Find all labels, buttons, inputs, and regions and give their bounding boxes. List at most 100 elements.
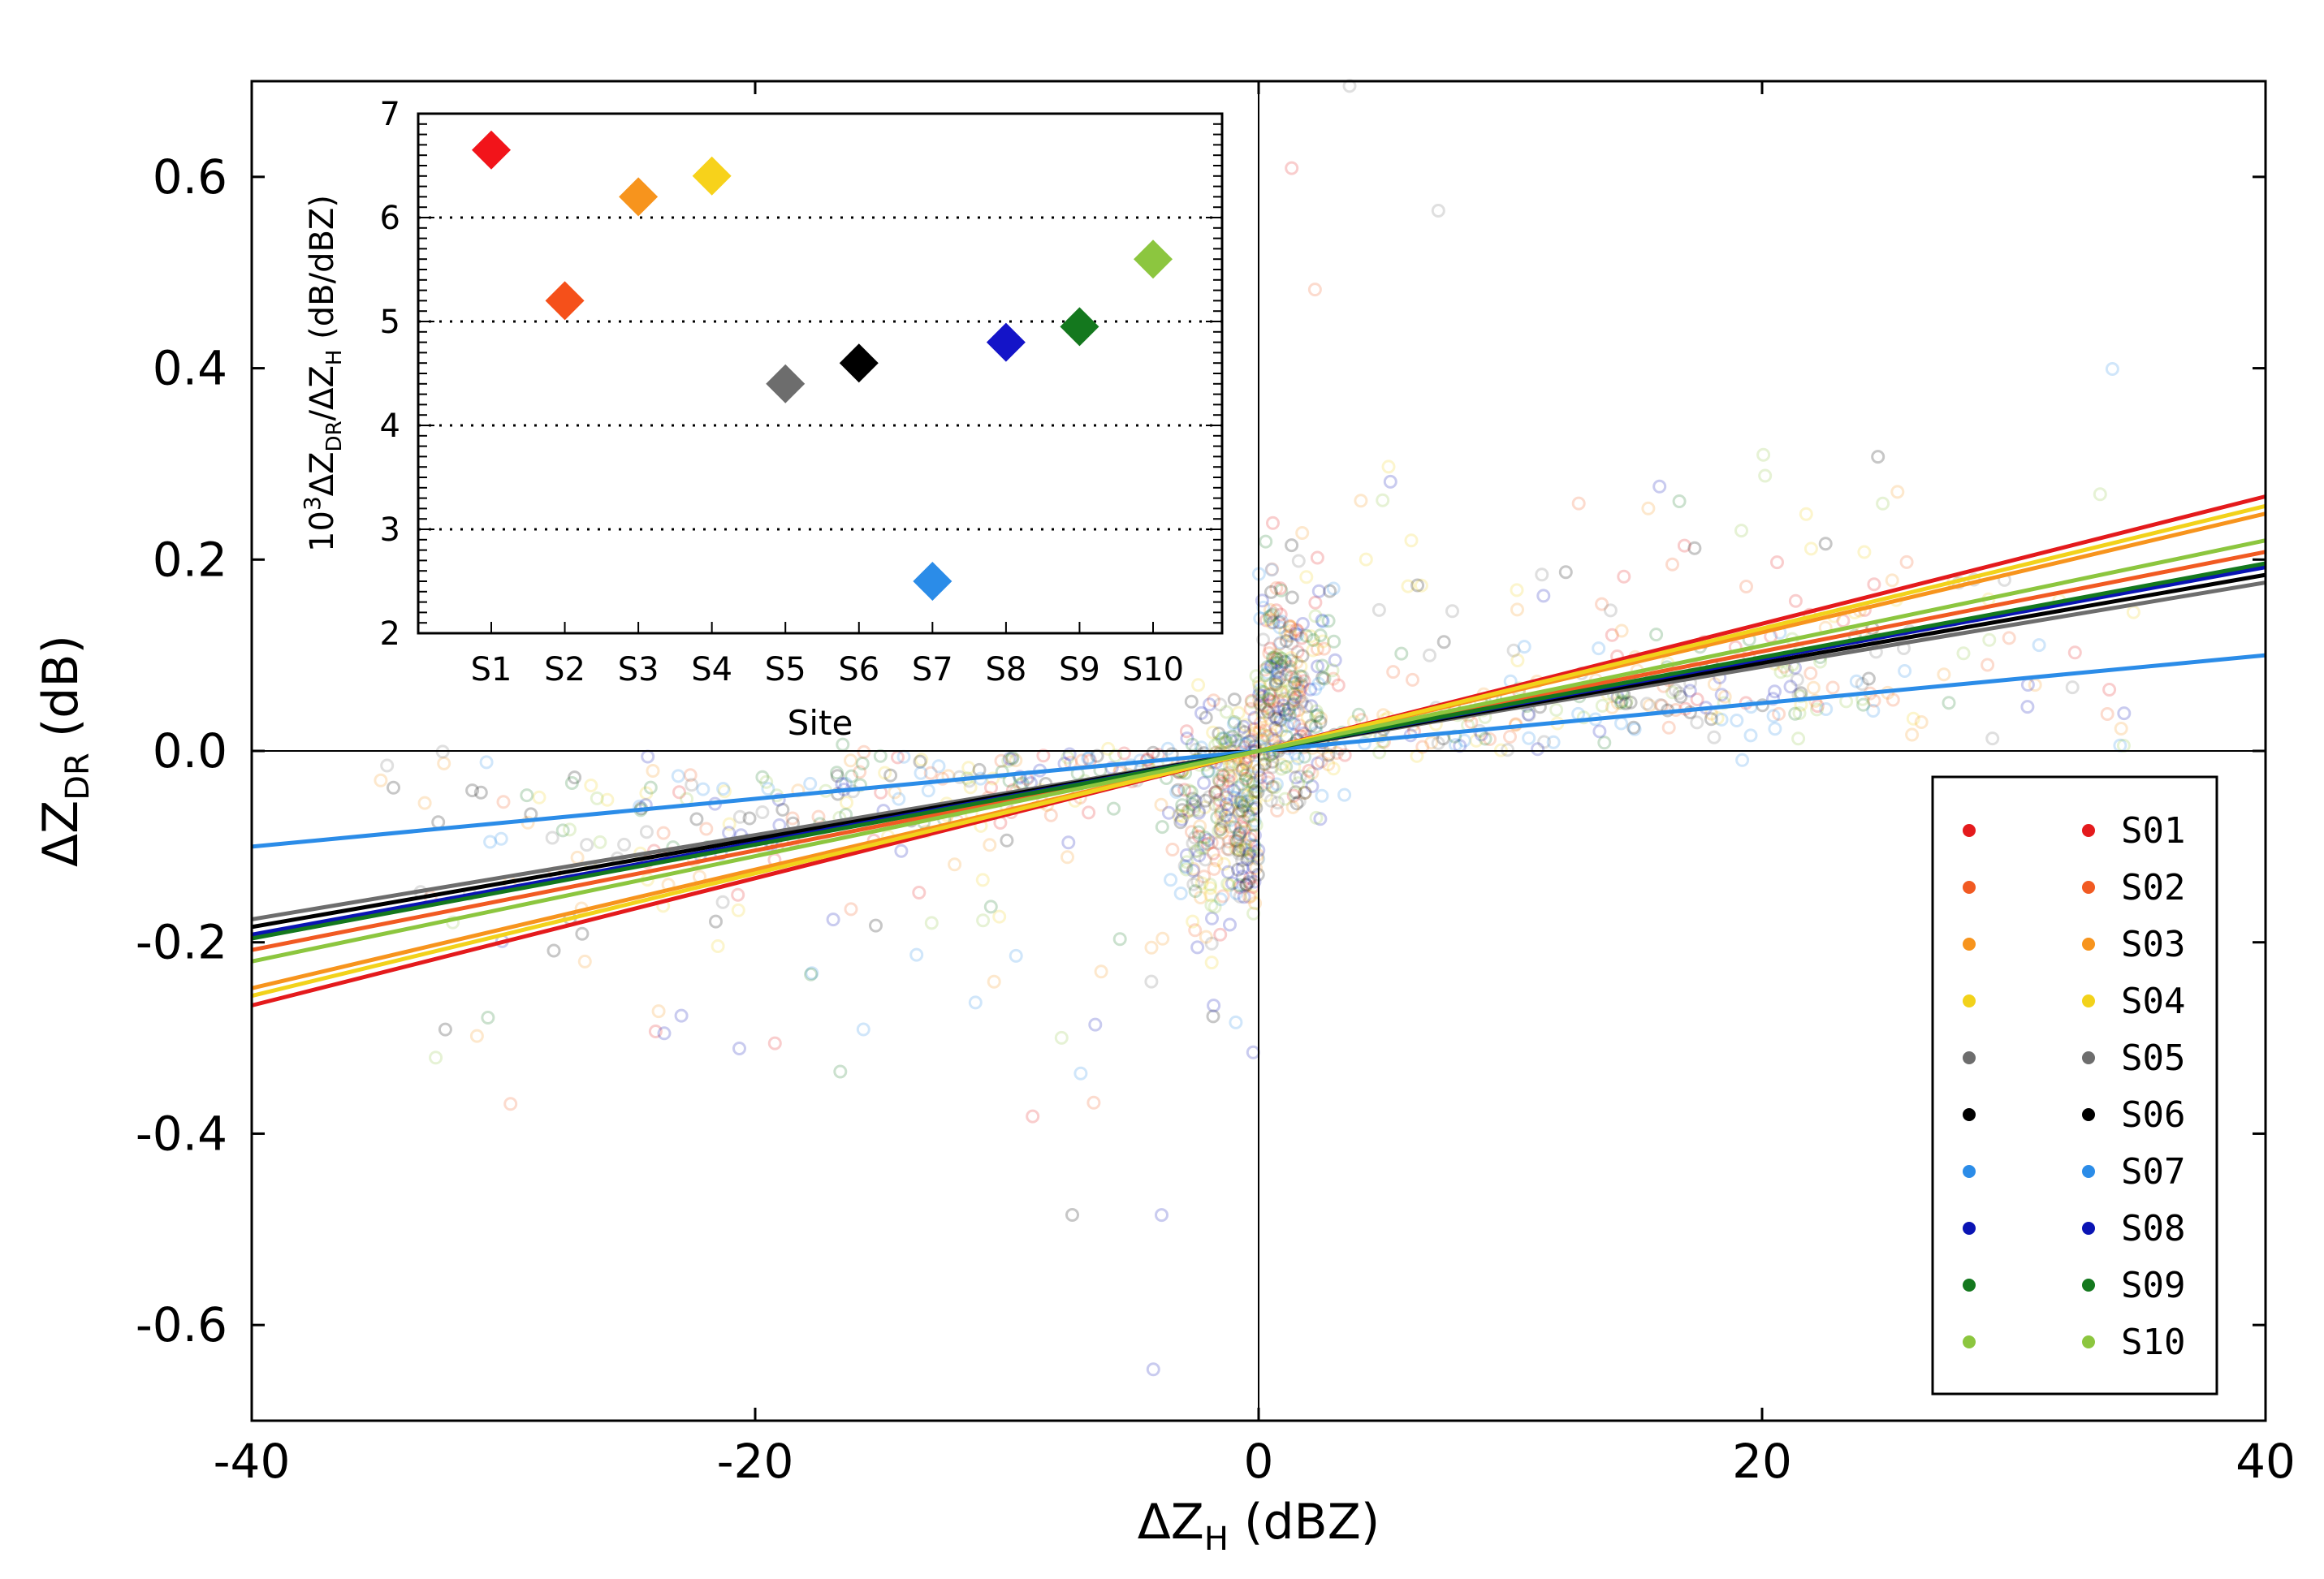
- scatter-point: [1410, 578, 1425, 593]
- scatter-point: [1264, 563, 1279, 577]
- scatter-point: [1315, 613, 1329, 628]
- scatter-point: [1213, 806, 1228, 821]
- scatter-point: [1819, 702, 1834, 716]
- scatter-point: [1271, 796, 1285, 810]
- scatter-point: [380, 758, 395, 773]
- legend-marker: [2082, 1222, 2095, 1235]
- scatter-point: [1323, 584, 1337, 598]
- scatter-point: [1401, 579, 1415, 593]
- scatter-point: [1217, 731, 1232, 745]
- scatter-point: [1292, 794, 1307, 809]
- scatter-point: [1242, 875, 1256, 890]
- scatter-point: [1002, 752, 1017, 766]
- scatter-point: [731, 903, 745, 917]
- scatter-point: [1639, 697, 1654, 711]
- scatter-point: [755, 770, 770, 784]
- scatter-point: [1255, 731, 1269, 746]
- scatter-point: [1212, 835, 1226, 850]
- scatter-point: [1595, 698, 1609, 713]
- scatter-point: [1690, 715, 1704, 730]
- scatter-point: [1186, 797, 1199, 812]
- scatter-point: [1381, 459, 1396, 474]
- scatter-point: [1309, 810, 1324, 825]
- scatter-point: [685, 778, 699, 792]
- scatter-point: [1186, 792, 1200, 806]
- scatter-point: [1291, 554, 1306, 568]
- scatter-point: [1221, 835, 1236, 849]
- scatter-point: [1227, 714, 1242, 729]
- inset-x-tick-label: S3: [618, 651, 659, 688]
- scatter-point: [1605, 628, 1619, 642]
- scatter-point: [1283, 654, 1298, 668]
- scatter-point: [1161, 805, 1176, 820]
- scatter-point: [483, 835, 498, 849]
- scatter-point: [805, 966, 819, 981]
- scatter-point: [1203, 697, 1216, 712]
- scatter-point: [1274, 723, 1289, 738]
- scatter-point: [1546, 735, 1561, 749]
- scatter-point: [1243, 701, 1258, 716]
- scatter-point: [1674, 689, 1688, 704]
- scatter-point: [1292, 689, 1307, 704]
- scatter-point: [1506, 643, 1521, 658]
- legend-label: S08: [2121, 1208, 2185, 1249]
- scatter-point: [1156, 931, 1170, 946]
- scatter-point: [1263, 711, 1276, 726]
- scatter-point: [479, 755, 494, 770]
- scatter-point: [1306, 643, 1320, 658]
- scatter-point: [1404, 533, 1419, 548]
- scatter-point: [914, 766, 928, 780]
- scatter-point: [1268, 677, 1283, 692]
- scatter-point: [1285, 636, 1299, 651]
- scatter-point: [1238, 843, 1253, 857]
- scatter-point: [992, 909, 1007, 924]
- scatter-point: [1204, 835, 1219, 850]
- scatter-point: [600, 792, 615, 807]
- scatter-point: [1194, 891, 1207, 904]
- scatter-point: [1212, 735, 1226, 749]
- scatter-series-s08: [495, 474, 2132, 1377]
- scatter-point: [1144, 940, 1159, 955]
- scatter-point: [1271, 701, 1285, 715]
- scatter-point: [503, 1097, 518, 1111]
- scatter-point: [1218, 809, 1233, 822]
- scatter-point: [657, 1026, 672, 1041]
- scatter-point: [1478, 731, 1492, 746]
- scatter-point: [1326, 671, 1341, 686]
- scatter-point: [856, 1022, 870, 1037]
- scatter-point: [1224, 792, 1238, 807]
- scatter-point: [496, 795, 511, 809]
- scatter-point: [1758, 468, 1773, 483]
- scatter-point: [1180, 731, 1194, 746]
- scatter-point: [1307, 633, 1320, 647]
- inset-diamond-s2: [545, 281, 585, 321]
- scatter-point: [1898, 664, 1912, 678]
- scatter-point: [1251, 848, 1265, 862]
- scatter-point: [1220, 790, 1234, 805]
- scatter-point: [1108, 749, 1123, 763]
- scatter-point: [1180, 855, 1194, 869]
- scatter-point: [1088, 1017, 1103, 1032]
- scatter-point: [1172, 809, 1186, 823]
- scatter-point: [656, 826, 671, 840]
- scatter-point: [1184, 785, 1199, 800]
- scatter-point: [1086, 1095, 1101, 1110]
- scatter-point: [1730, 714, 1744, 727]
- scatter-point: [1227, 783, 1242, 798]
- scatter-point: [1215, 731, 1229, 746]
- scatter-point: [715, 895, 730, 909]
- scatter-point: [1216, 776, 1230, 791]
- scatter-point: [1445, 604, 1459, 619]
- scatter-point: [1220, 787, 1234, 802]
- scatter-point: [1233, 723, 1247, 737]
- scatter-point: [1274, 615, 1289, 629]
- scatter-point: [1212, 727, 1226, 740]
- scatter-point: [1181, 804, 1196, 818]
- scatter-point: [1062, 747, 1077, 761]
- scatter-point: [1292, 718, 1307, 733]
- scatter-point: [1264, 615, 1279, 630]
- scatter-point: [1268, 674, 1283, 688]
- scatter-point: [894, 843, 909, 858]
- inset-x-tick-label: S2: [544, 651, 585, 688]
